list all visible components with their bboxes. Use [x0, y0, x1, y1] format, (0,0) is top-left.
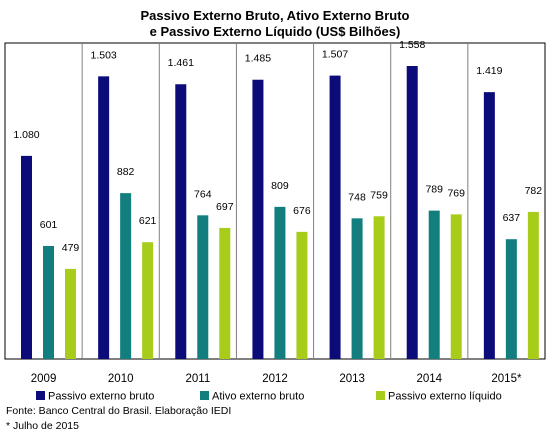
bar [351, 218, 363, 359]
legend-label: Passivo externo líquido [388, 391, 502, 403]
source-note: Fonte: Banco Central do Brasil. Elaboraç… [6, 405, 232, 417]
bar [329, 75, 341, 360]
x-tick-label: 2014 [416, 373, 442, 385]
bar [274, 206, 286, 359]
data-label: 764 [194, 188, 212, 200]
bar [98, 76, 110, 360]
data-label: 748 [348, 191, 366, 203]
data-label: 1.080 [13, 129, 39, 141]
date-note: * Julho de 2015 [6, 420, 79, 432]
data-label: 676 [293, 205, 311, 217]
bar [197, 215, 209, 359]
bar [428, 210, 440, 359]
legend-swatch [376, 391, 385, 400]
chart-title-line-1: Passivo Externo Bruto, Ativo Externo Bru… [140, 8, 410, 23]
data-label: 759 [370, 189, 388, 201]
legend-swatch [36, 391, 45, 400]
bar [219, 227, 231, 359]
data-label: 1.507 [322, 49, 348, 61]
data-label: 637 [503, 212, 521, 224]
legend-label: Passivo externo bruto [48, 391, 154, 403]
bar [373, 216, 385, 359]
bar [175, 84, 187, 359]
x-tick-label: 2011 [185, 373, 210, 385]
data-label: 809 [271, 180, 289, 192]
data-label: 1.503 [91, 49, 117, 61]
bar [527, 211, 539, 359]
x-tick-label: 2012 [262, 373, 288, 385]
bar [43, 245, 54, 359]
bar [483, 92, 495, 359]
data-label: 1.419 [476, 65, 502, 77]
bar [120, 193, 132, 359]
x-tick-label: 2015* [491, 373, 522, 385]
bar [505, 239, 517, 359]
data-label: 697 [216, 201, 234, 213]
bar [21, 155, 32, 359]
data-label: 1.485 [245, 53, 271, 65]
data-label: 1.558 [399, 39, 425, 51]
data-label: 1.461 [168, 57, 194, 69]
x-tick-label: 2009 [31, 373, 57, 385]
x-tick-label: 2010 [108, 373, 134, 385]
bar [65, 268, 76, 359]
data-label: 479 [62, 242, 80, 254]
data-label: 782 [525, 185, 543, 197]
bar [252, 79, 264, 359]
legend-swatch [200, 391, 209, 400]
x-tick-label: 2013 [339, 373, 365, 385]
data-label: 769 [447, 187, 465, 199]
bar [296, 231, 308, 359]
bar [142, 242, 154, 359]
bar [406, 66, 418, 359]
chart-title-line-2: e Passivo Externo Líquido (US$ Bilhões) [149, 24, 401, 39]
data-label: 882 [117, 166, 135, 178]
bar [450, 214, 462, 359]
data-label: 601 [40, 219, 58, 231]
legend-label: Ativo externo bruto [212, 391, 304, 403]
data-label: 789 [425, 184, 443, 196]
data-label: 621 [139, 215, 157, 227]
bar-chart: 1.080 601 479 2009 1.503 882 621 2010 1.461 764 69… [4, 39, 546, 403]
